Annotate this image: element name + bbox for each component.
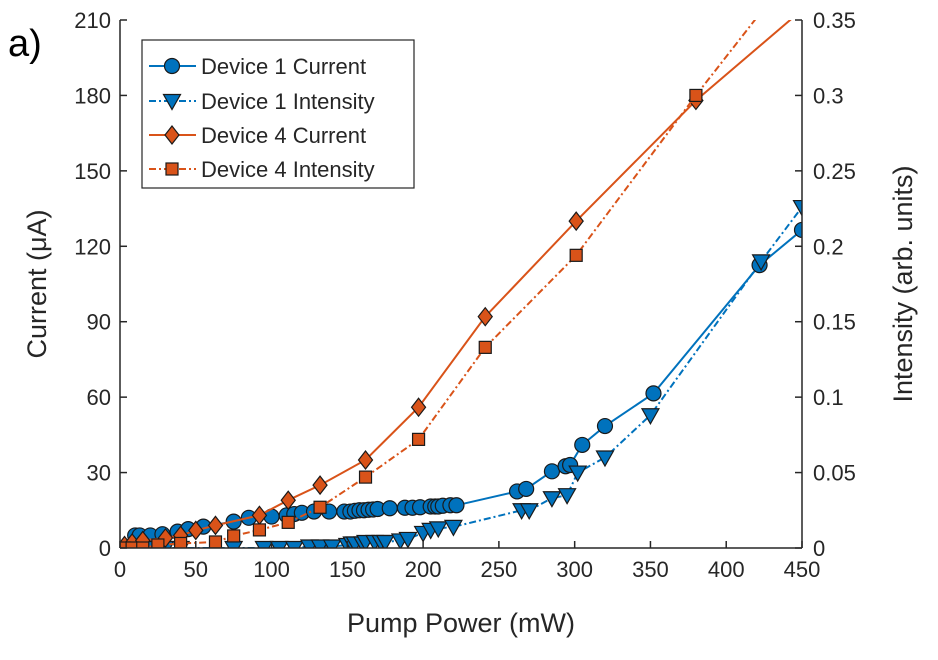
legend: Device 1 Current Device 1 Intensity Device…	[141, 39, 415, 189]
legend-label: Device 4 Current	[201, 123, 366, 148]
data-point	[174, 536, 188, 548]
y-right-axis-title: Intensity (arb. units)	[888, 165, 918, 402]
data-point	[519, 503, 539, 521]
data-point	[375, 534, 395, 548]
data-point	[136, 541, 150, 548]
data-point	[478, 340, 492, 354]
data-point	[358, 470, 373, 484]
data-point	[543, 463, 561, 480]
series-line-2	[127, 206, 802, 548]
data-point	[224, 540, 244, 548]
data-point	[596, 417, 614, 435]
data-point	[443, 519, 463, 537]
data-point	[574, 436, 591, 454]
x-tick-label: 50	[184, 557, 208, 582]
data-point	[381, 500, 398, 517]
y-left-tick-label: 120	[74, 234, 111, 259]
x-tick-label: 200	[405, 557, 442, 582]
legend-marker	[164, 125, 180, 145]
y-left-tick-label: 90	[87, 310, 111, 335]
data-point	[428, 521, 448, 539]
legend-label: Device 1 Current	[201, 54, 366, 79]
x-axis-title: Pump Power (mW)	[347, 608, 575, 638]
x-tick-label: 150	[329, 557, 366, 582]
data-point	[410, 397, 427, 418]
data-point	[595, 450, 615, 468]
series-line-1	[135, 229, 802, 537]
y-left-tick-label: 60	[87, 385, 111, 410]
legend-marker	[163, 57, 181, 75]
y-right-tick-label: 0.35	[813, 8, 856, 33]
data-point	[207, 515, 224, 536]
y-right-tick-label: 0.1	[813, 385, 844, 410]
y-left-tick-label: 180	[74, 83, 111, 108]
data-point	[227, 529, 241, 543]
data-point	[357, 450, 374, 470]
y-right-tick-label: 0.15	[813, 310, 856, 335]
data-point	[557, 488, 577, 505]
data-point	[125, 541, 139, 548]
y-right-tick-label: 0.05	[813, 461, 856, 486]
data-point	[793, 221, 802, 239]
y-right-tick-label: 0.2	[813, 234, 844, 259]
legend-entry-4: Device 4 Intensity	[149, 157, 375, 182]
panel-label: a)	[8, 23, 42, 65]
legend-box	[141, 39, 415, 189]
legend-marker	[162, 93, 182, 111]
legend-label: Device 4 Intensity	[201, 157, 375, 182]
data-point	[313, 500, 327, 514]
y-left-tick-label: 150	[74, 159, 111, 184]
data-point	[120, 541, 132, 548]
data-point	[448, 497, 465, 514]
data-point	[640, 408, 660, 425]
data-point	[312, 475, 328, 496]
x-tick-label: 0	[114, 557, 126, 582]
data-point	[751, 254, 771, 272]
data-point	[411, 432, 426, 446]
data-point	[208, 535, 223, 548]
data-point	[284, 540, 304, 548]
legend-entry-2: Device 1 Intensity	[149, 89, 375, 114]
data-point	[252, 523, 267, 537]
series-line-4	[124, 20, 757, 548]
series-1	[127, 221, 802, 544]
data-point	[645, 385, 662, 402]
y-left-tick-label: 210	[74, 8, 111, 33]
data-point	[795, 1, 809, 19]
data-point	[281, 515, 295, 529]
data-point	[569, 248, 583, 262]
x-tick-label: 450	[784, 557, 821, 582]
x-tick-label: 300	[556, 557, 593, 582]
axes-layer: 0 50 100 150 200 250 300 350 400 4500306090120150…	[74, 8, 856, 582]
y-right-tick-label: 0.25	[813, 159, 856, 184]
data-point	[518, 480, 535, 498]
data-point	[151, 538, 165, 548]
legend-entry-1: Device 1 Current	[149, 54, 366, 79]
data-point	[254, 540, 274, 548]
data-point	[280, 490, 296, 511]
x-tick-label: 250	[481, 557, 518, 582]
y-right-tick-label: 0.3	[813, 83, 844, 108]
legend-label: Device 1 Intensity	[201, 89, 375, 114]
y-left-tick-label: 0	[99, 536, 111, 561]
y-left-axis-title: Current (μA)	[22, 209, 52, 358]
y-right-tick-label: 0	[813, 536, 825, 561]
legend-entry-3: Device 4 Current	[149, 123, 366, 148]
legend-marker	[165, 162, 179, 176]
data-point	[568, 211, 584, 232]
data-point	[568, 465, 588, 483]
data-point	[792, 199, 802, 217]
series-layer	[120, 1, 809, 548]
data-point	[398, 531, 418, 548]
data-point	[689, 88, 703, 103]
data-point	[188, 520, 204, 541]
x-tick-label: 100	[253, 557, 290, 582]
data-point	[269, 540, 289, 548]
y-left-tick-label: 30	[87, 461, 111, 486]
x-tick-label: 350	[632, 557, 669, 582]
data-point	[542, 491, 562, 508]
data-point	[477, 306, 494, 327]
x-tick-label: 400	[708, 557, 745, 582]
